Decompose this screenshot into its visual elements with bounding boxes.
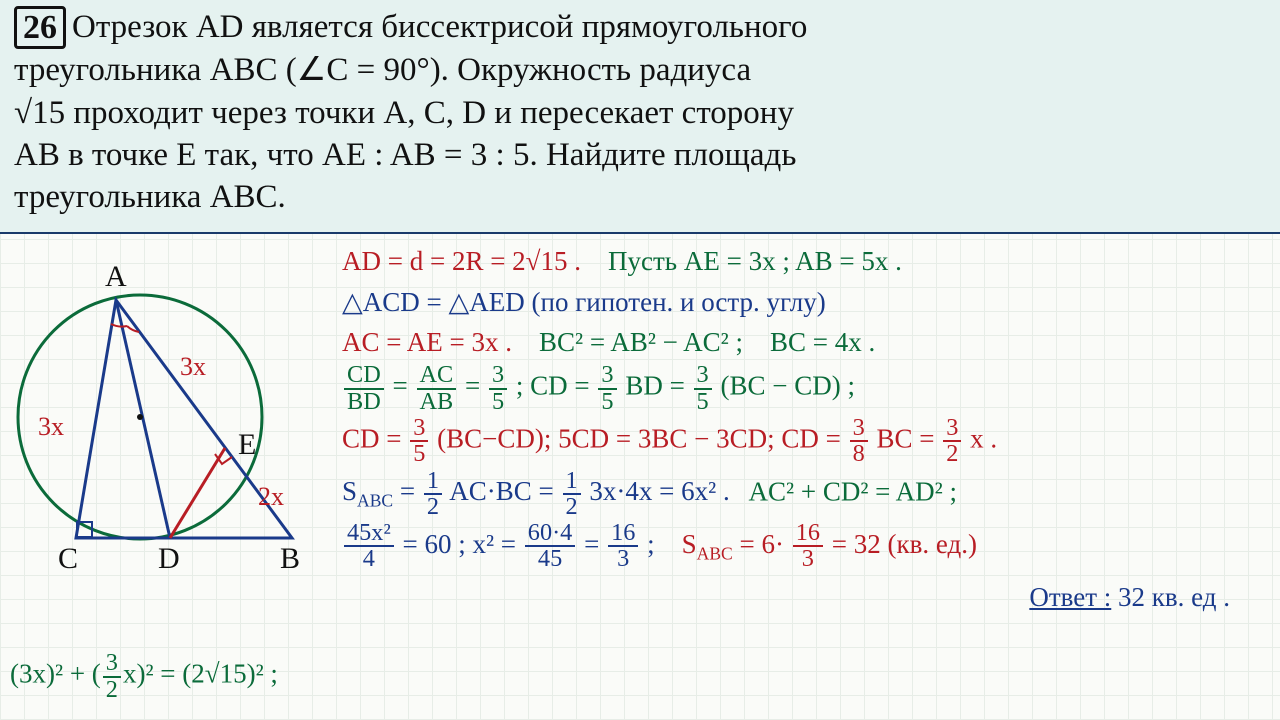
frac-45x2-4: 45x²4 [344, 521, 394, 572]
work-l2: △ACD = △AED (по гипотен. и остр. углу) [342, 283, 1270, 321]
frac-3-5d: 35 [410, 416, 428, 467]
label-e: E [238, 428, 256, 462]
annot-eb: 2x [258, 482, 284, 512]
solution-work: AD = d = 2R = 2√15 . Пусть AE = 3x ; AB … [330, 242, 1270, 662]
answer-label: Ответ : [1029, 582, 1111, 612]
frac-3-2: 32 [943, 416, 961, 467]
label-b: B [280, 542, 300, 576]
annot-right: 3x [180, 352, 206, 382]
frac-3-5a: 35 [489, 363, 507, 414]
label-a: A [105, 260, 127, 294]
label-c: C [58, 542, 78, 576]
frac-1-2b: 12 [563, 469, 581, 520]
problem-line-5: треугольника ABC. [14, 179, 286, 215]
circle-center [137, 414, 143, 420]
frac-16-3a: 163 [608, 521, 638, 572]
frac-60-4-45: 60·445 [525, 521, 576, 572]
answer-value: 32 кв. ед . [1118, 582, 1230, 612]
frac-3-8: 38 [850, 416, 868, 467]
label-d: D [158, 542, 180, 576]
problem-number: 26 [14, 6, 66, 49]
frac-ac-ab: ACAB [417, 363, 457, 414]
frac-3-5c: 35 [694, 363, 712, 414]
frac-1-2a: 12 [424, 469, 442, 520]
frac-16-3b: 163 [793, 521, 823, 572]
work-l1a: AD = d = 2R = 2√15 . [342, 246, 581, 276]
annot-left: 3x [38, 412, 64, 442]
problem-line-3: √15 проходит через точки A, C, D и перес… [14, 95, 794, 131]
problem-line-4: AB в точке E так, что AE : AB = 3 : 5. Н… [14, 137, 796, 173]
work-l1b: Пусть AE = 3x ; AB = 5x . [608, 246, 902, 276]
geometry-diagram: A C D B E 3x 3x 2x [10, 242, 330, 662]
problem-line-2: треугольника ABC (∠C = 90°). Окружность … [14, 52, 751, 88]
frac-cd-bd: CDBD [344, 363, 384, 414]
work-l3c: BC = 4x . [770, 327, 875, 357]
solution-area: A C D B E 3x 3x 2x AD = d = 2R = 2√15 . … [0, 234, 1280, 662]
work-l3b: BC² = AB² − AC² ; [539, 327, 743, 357]
problem-statement: 26Отрезок AD является биссектрисой прямо… [0, 0, 1280, 234]
work-l3a: AC = AE = 3x . [342, 327, 512, 357]
frac-3-5b: 35 [598, 363, 616, 414]
problem-line-1: Отрезок AD является биссектрисой прямоуг… [72, 9, 807, 45]
bottom-calc: (3x)² + (32x)² = (2√15)² ; [10, 651, 278, 702]
angle-mark-1 [111, 324, 127, 327]
